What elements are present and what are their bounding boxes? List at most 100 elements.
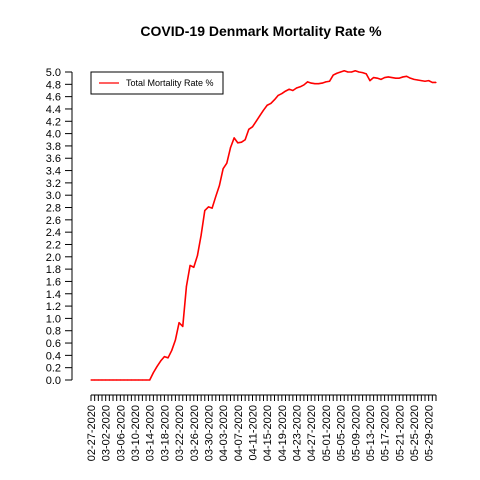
data-point	[244, 139, 246, 141]
x-tick-label: 05-21-2020	[394, 405, 406, 461]
y-tick-label: 0.8	[46, 326, 61, 338]
data-point	[306, 81, 309, 83]
data-point	[295, 87, 298, 89]
data-point	[281, 92, 283, 95]
y-tick-label: 2.6	[46, 215, 61, 227]
legend-box	[90, 71, 224, 95]
x-tick-label: 03-06-2020	[115, 405, 127, 461]
data-point	[163, 355, 166, 358]
data-point	[365, 73, 367, 75]
data-point	[417, 79, 419, 81]
x-tick-label: 04-23-2020	[292, 405, 304, 461]
data-point	[259, 115, 261, 117]
data-point	[141, 379, 143, 381]
data-point	[409, 77, 411, 79]
legend: Total Mortality Rate %	[90, 71, 224, 95]
data-point	[354, 70, 356, 72]
y-tick-label: 0.4	[46, 350, 61, 362]
x-tick-label: 04-19-2020	[277, 405, 289, 461]
data-point	[240, 141, 243, 143]
series-line-total-mortality-rate	[91, 69, 436, 381]
y-tick-label: 1.8	[46, 264, 61, 276]
data-point	[435, 81, 437, 84]
x-tick-label: 03-18-2020	[159, 405, 171, 461]
data-point	[270, 102, 272, 105]
data-point	[262, 109, 265, 111]
data-point	[156, 365, 158, 368]
y-tick-label: 5.0	[46, 67, 61, 79]
data-point	[284, 90, 287, 92]
data-point	[204, 210, 206, 212]
data-point	[321, 82, 323, 84]
data-point	[207, 206, 210, 208]
data-point	[229, 147, 232, 149]
data-point	[361, 72, 364, 74]
y-tick-label: 4.4	[46, 104, 61, 116]
data-point	[251, 126, 254, 128]
data-point	[189, 264, 191, 267]
data-point	[428, 80, 430, 82]
data-point	[255, 120, 257, 122]
data-point	[369, 80, 371, 82]
data-point	[420, 80, 422, 82]
x-tick-label: 05-09-2020	[350, 405, 362, 461]
x-tick-label: 05-25-2020	[409, 405, 421, 461]
data-point	[424, 80, 426, 82]
data-point	[288, 88, 290, 90]
y-tick-label: 3.8	[46, 141, 61, 153]
x-tick-label: 05-05-2020	[336, 405, 348, 461]
data-point	[373, 76, 375, 79]
y-tick-label: 2.0	[46, 252, 61, 264]
data-point	[97, 379, 99, 381]
data-point	[105, 379, 107, 381]
data-point	[182, 325, 184, 328]
data-point	[193, 266, 195, 268]
data-point	[310, 82, 312, 84]
data-point	[160, 360, 162, 362]
data-point	[149, 379, 151, 381]
x-tick-label: 03-14-2020	[145, 405, 157, 461]
data-point	[222, 168, 224, 170]
data-point	[376, 77, 378, 79]
y-tick-label: 1.0	[46, 313, 61, 325]
data-point	[215, 195, 217, 198]
y-tick-label: 4.6	[46, 92, 61, 104]
data-point	[413, 78, 415, 80]
data-point	[116, 379, 118, 381]
y-tick-label: 1.4	[46, 289, 61, 301]
x-tick-label: 03-30-2020	[203, 405, 215, 461]
y-tick-label: 3.6	[46, 153, 61, 165]
data-point	[299, 86, 301, 88]
data-point	[332, 74, 334, 76]
data-point	[347, 71, 349, 73]
y-tick-label: 3.0	[46, 190, 61, 202]
x-tick-label: 04-11-2020	[247, 405, 259, 460]
plot-area	[90, 69, 437, 381]
y-tick-label: 2.2	[46, 239, 61, 251]
data-point	[339, 71, 342, 73]
y-tick-label: 2.4	[46, 227, 61, 239]
x-tick-label: 03-22-2020	[174, 405, 186, 461]
data-point	[119, 379, 121, 381]
data-point	[152, 372, 154, 374]
data-point	[130, 379, 132, 381]
data-point	[358, 71, 360, 73]
x-tick-label: 04-27-2020	[306, 405, 318, 461]
data-point	[171, 349, 173, 352]
x-tick-label: 02-27-2020	[86, 405, 98, 461]
y-axis: 0.00.20.40.60.81.01.21.41.61.82.02.22.42…	[46, 67, 73, 387]
y-tick-label: 3.4	[46, 166, 61, 178]
chart-title: COVID-19 Denmark Mortality Rate %	[140, 23, 382, 39]
data-point	[237, 142, 239, 144]
x-tick-label: 04-07-2020	[233, 405, 245, 461]
data-point	[266, 104, 268, 106]
data-point	[336, 72, 338, 74]
data-point	[211, 207, 213, 209]
data-point	[277, 94, 279, 97]
data-point	[196, 254, 199, 257]
data-point	[395, 77, 397, 79]
data-point	[226, 162, 228, 164]
data-point	[328, 80, 331, 82]
data-point	[398, 77, 400, 79]
data-point	[233, 137, 235, 139]
